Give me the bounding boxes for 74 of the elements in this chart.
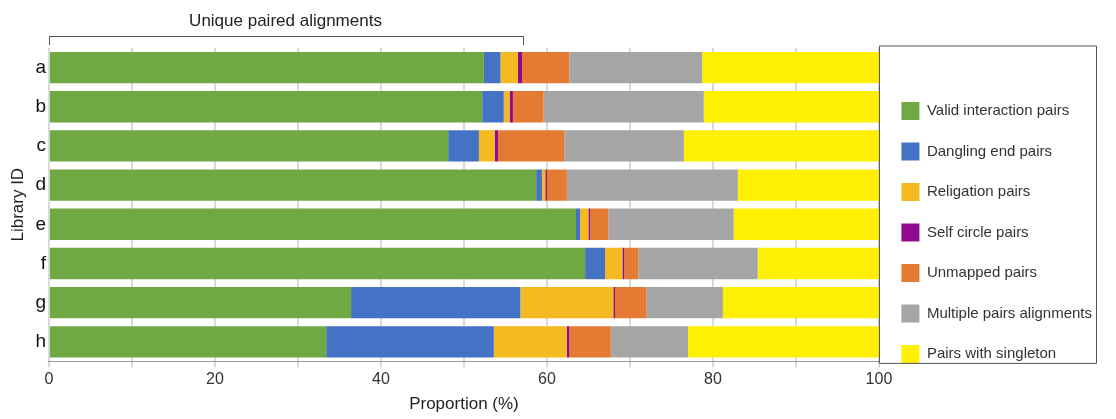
x-tick-label: 20	[206, 370, 224, 388]
bar	[703, 91, 879, 123]
bar	[564, 130, 684, 162]
bar	[512, 91, 544, 123]
legend-label: Self circle pairs	[926, 222, 1029, 240]
bar	[585, 247, 606, 280]
bar	[49, 326, 327, 358]
legend-label: Dangling end pairs	[926, 141, 1053, 159]
bar	[494, 130, 498, 162]
bar	[522, 51, 570, 84]
bar	[543, 91, 704, 123]
bar	[605, 247, 623, 280]
y-tick-label: c	[36, 134, 46, 156]
x-tick-label: 0	[44, 370, 54, 388]
y-tick-label: g	[35, 290, 46, 312]
bar	[580, 208, 589, 240]
legend-label: Valid interaction pairs	[926, 101, 1070, 119]
x-axis-title: Proportion (%)	[409, 394, 519, 414]
x-tick-label: 100	[865, 370, 893, 388]
bar	[610, 326, 689, 358]
bar	[702, 51, 879, 84]
bar	[757, 247, 879, 280]
bar	[493, 326, 567, 358]
bar	[569, 326, 611, 358]
bar	[49, 208, 576, 240]
bar	[503, 91, 510, 123]
bar	[546, 169, 567, 201]
bar	[448, 130, 479, 162]
legend-label: Unmapped pairs	[926, 263, 1037, 281]
bar	[482, 91, 504, 123]
bar	[590, 208, 609, 240]
bar	[541, 169, 546, 201]
bar	[500, 51, 518, 84]
x-tick-label: 60	[538, 370, 556, 388]
y-tick-label: a	[35, 55, 47, 77]
bar	[566, 169, 738, 201]
bar	[520, 286, 614, 319]
bar	[326, 326, 494, 358]
bar	[638, 247, 758, 280]
bar	[49, 130, 449, 162]
bar	[49, 51, 484, 84]
bar	[49, 169, 537, 201]
bar	[49, 247, 586, 280]
bar	[517, 51, 523, 84]
bar	[49, 91, 483, 123]
bar	[497, 130, 565, 162]
legend-label: Pairs with singleton	[926, 344, 1057, 362]
text: Unique paired alignments	[189, 11, 382, 31]
y-tick-label: d	[35, 173, 46, 195]
y-tick-label: b	[35, 95, 46, 116]
bar	[575, 208, 581, 240]
bar	[478, 130, 495, 162]
x-tick-label: 40	[372, 370, 390, 388]
bar	[608, 208, 734, 240]
bar	[536, 169, 542, 201]
bar	[722, 286, 879, 319]
y-tick-label: f	[40, 251, 47, 273]
bar	[615, 286, 647, 319]
bar	[646, 286, 723, 319]
y-tick-label: e	[35, 212, 46, 234]
bar	[733, 208, 879, 240]
bar	[683, 130, 879, 162]
bar	[624, 247, 639, 280]
x-tick-label: 80	[704, 370, 722, 388]
bar	[688, 326, 879, 358]
bar	[569, 51, 703, 84]
y-tick-label: h	[35, 330, 46, 352]
bar	[483, 51, 501, 84]
y-axis-title: Library ID	[7, 167, 27, 242]
bar	[49, 286, 352, 319]
legend-label: Religation pairs	[926, 182, 1031, 200]
bar	[737, 169, 879, 201]
legend-label: Multiple pairs alignments	[926, 303, 1092, 321]
bar	[351, 286, 521, 319]
